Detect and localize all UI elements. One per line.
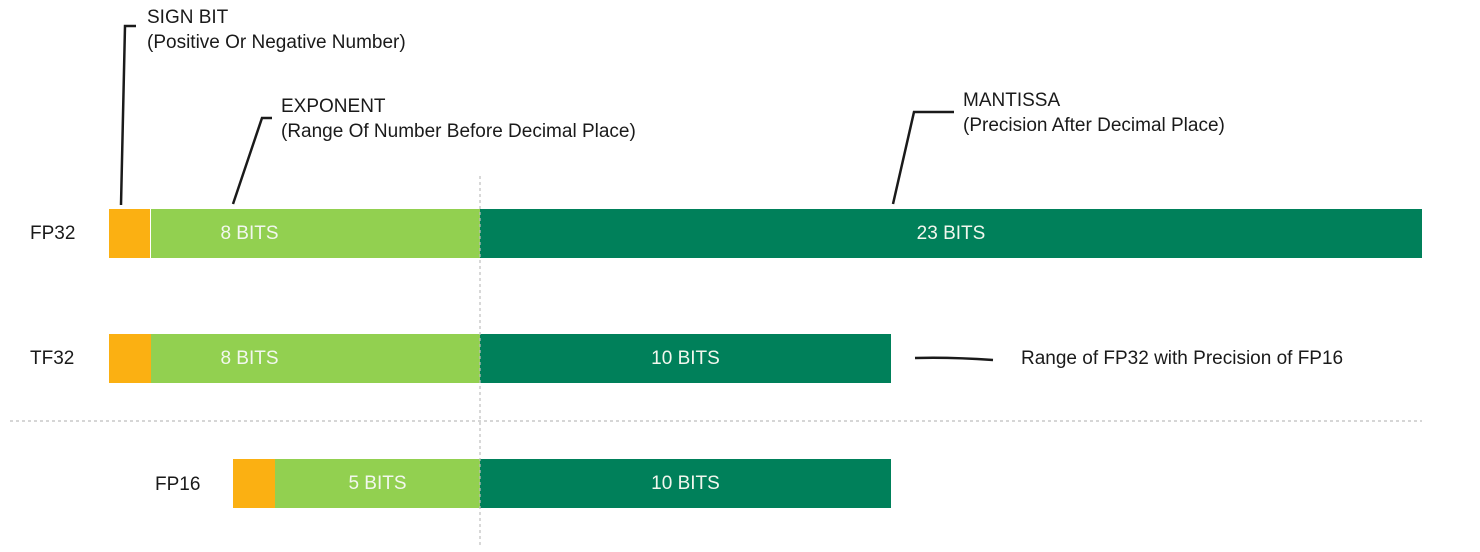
tf32-exponent-label: 8 BITS <box>220 347 279 369</box>
fp32-exponent-label: 8 BITS <box>220 222 279 244</box>
exponent-title: EXPONENT <box>281 96 386 117</box>
tf32-note-dash <box>914 356 994 362</box>
fp16-sign-segment <box>233 459 275 508</box>
fp16-mantissa-label: 10 BITS <box>651 472 720 494</box>
sign-bit-annotation: SIGN BIT (Positive Or Negative Number) <box>147 5 406 55</box>
fp32-mantissa-label: 23 BITS <box>916 222 986 244</box>
row-label-tf32: TF32 <box>30 348 75 369</box>
fp32-mantissa-segment: 23 BITS <box>480 209 1422 258</box>
row-label-fp32: FP32 <box>30 223 76 244</box>
sign-bit-subtitle: (Positive Or Negative Number) <box>147 32 406 53</box>
tf32-note: Range of FP32 with Precision of FP16 <box>1021 348 1344 369</box>
fp16-exponent-label: 5 BITS <box>348 472 407 494</box>
fp16-mantissa-segment: 10 BITS <box>480 459 891 508</box>
exponent-subtitle: (Range Of Number Before Decimal Place) <box>281 121 636 142</box>
exponent-annotation: EXPONENT (Range Of Number Before Decimal… <box>281 94 636 144</box>
tf32-sign-segment <box>109 334 151 383</box>
fp32-exponent-segment: 8 BITS <box>151 209 480 258</box>
mantissa-leader <box>891 110 954 205</box>
exponent-leader <box>231 116 272 205</box>
tf32-exponent-segment: 8 BITS <box>151 334 480 383</box>
tf32-mantissa-segment: 10 BITS <box>480 334 891 383</box>
tf32-mantissa-label: 10 BITS <box>651 347 720 369</box>
sign-bit-title: SIGN BIT <box>147 7 229 28</box>
mantissa-subtitle: (Precision After Decimal Place) <box>963 115 1225 136</box>
fp32-sign-segment <box>109 209 150 258</box>
mantissa-title: MANTISSA <box>963 90 1061 111</box>
row-label-fp16: FP16 <box>155 474 201 495</box>
fp16-exponent-segment: 5 BITS <box>275 459 480 508</box>
mantissa-annotation: MANTISSA (Precision After Decimal Place) <box>963 88 1225 138</box>
sign-bit-leader <box>119 24 136 206</box>
